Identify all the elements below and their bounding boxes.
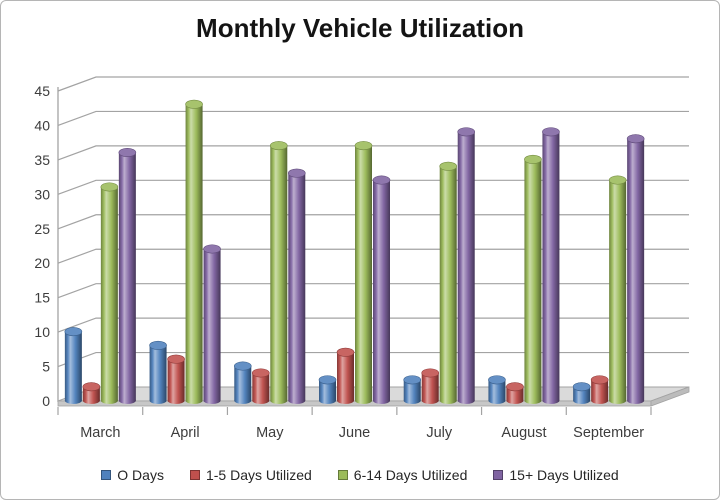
bar-top-cap (524, 154, 542, 164)
bar (64, 331, 82, 401)
bar (524, 159, 542, 401)
bar (167, 359, 185, 401)
legend: O Days 1-5 Days Utilized 6-14 Days Utilize… (1, 467, 719, 483)
bar (355, 145, 372, 401)
legend-item: 15+ Days Utilized (493, 467, 619, 483)
bar-top-cap (608, 175, 627, 185)
legend-swatch (189, 470, 200, 480)
y-axis-tick-label: 10 (34, 324, 50, 340)
bar-top-cap (336, 347, 355, 357)
legend-swatch (101, 470, 112, 480)
bar-top-cap (318, 375, 337, 385)
bar-top-cap (251, 368, 270, 378)
y-axis-tick-label: 20 (34, 255, 50, 271)
legend-label: 15+ Days Utilized (509, 467, 619, 483)
bar-top-cap (100, 182, 119, 192)
bar (627, 138, 645, 401)
legend-item: 1-5 Days Utilized (189, 467, 312, 483)
bar-top-cap (488, 375, 506, 385)
y-axis-tick-label: 25 (34, 221, 50, 237)
x-axis-label: July (426, 425, 453, 441)
y-axis-tick-label: 40 (34, 117, 50, 133)
bar-top-cap (269, 141, 288, 151)
bar-top-cap (354, 141, 373, 151)
x-axis-label: August (501, 425, 546, 441)
legend-label: O Days (117, 467, 164, 483)
bar (439, 166, 457, 401)
bar (319, 379, 336, 401)
bar (100, 186, 118, 401)
bar-top-cap (233, 361, 252, 371)
bar (542, 131, 560, 401)
gridline (57, 110, 689, 127)
bar-top-cap (439, 161, 458, 171)
bar (185, 104, 203, 401)
legend-label: 6-14 Days Utilized (353, 467, 468, 483)
bar-top-cap (590, 375, 609, 385)
bar-top-cap (82, 382, 101, 392)
bar-top-cap (506, 382, 524, 392)
legend-item: O Days (101, 467, 164, 483)
gridline (57, 179, 689, 195)
bar-top-cap (149, 340, 167, 350)
bar (203, 248, 221, 401)
y-axis-tick-label: 15 (34, 290, 50, 306)
x-axis-label: May (256, 425, 284, 441)
bar-top-cap (118, 148, 137, 158)
bar (337, 352, 354, 401)
bar-top-cap (626, 134, 645, 144)
gridline (57, 145, 689, 161)
bar-top-cap (421, 368, 440, 378)
chart-title: Monthly Vehicle Utilization (196, 13, 524, 43)
gridline (57, 283, 689, 299)
bar-top-cap (167, 354, 185, 364)
x-axis-label: September (573, 425, 644, 441)
bar (488, 379, 506, 401)
bar (421, 372, 439, 401)
bar (609, 180, 627, 401)
floor-front (57, 400, 652, 407)
bar (403, 379, 421, 401)
bar (252, 372, 270, 401)
bar-top-cap (185, 99, 203, 109)
floor-side (650, 386, 690, 407)
bar (270, 145, 288, 401)
gridline (57, 248, 689, 264)
bar-top-cap (457, 127, 476, 137)
y-axis-tick-label: 5 (42, 359, 50, 375)
bar (288, 173, 306, 401)
bar-top-cap (372, 175, 391, 185)
y-axis-tick-label: 0 (42, 393, 50, 409)
bar (234, 366, 252, 401)
legend-swatch (337, 470, 348, 480)
bar (457, 131, 475, 401)
gridline (57, 214, 689, 230)
bar-top-cap (203, 244, 221, 254)
y-axis-tick-label: 45 (34, 83, 50, 99)
bar-top-cap (542, 127, 560, 137)
x-axis-label: March (80, 425, 120, 441)
bar (373, 180, 390, 401)
bar (591, 379, 609, 401)
bar-top-cap (403, 375, 422, 385)
gridline (57, 76, 689, 92)
bar (118, 152, 136, 401)
x-axis-label: April (171, 425, 200, 441)
legend-label: 1-5 Days Utilized (205, 467, 312, 483)
y-axis-tick-label: 35 (34, 152, 50, 168)
legend-swatch (493, 470, 504, 480)
y-axis-tick-label: 30 (34, 186, 50, 202)
bar-top-cap (64, 327, 83, 337)
bar-top-cap (287, 168, 306, 178)
bar-top-cap (572, 382, 591, 392)
x-axis-label: June (339, 425, 370, 441)
bar (149, 345, 167, 401)
legend-item: 6-14 Days Utilized (337, 467, 468, 483)
